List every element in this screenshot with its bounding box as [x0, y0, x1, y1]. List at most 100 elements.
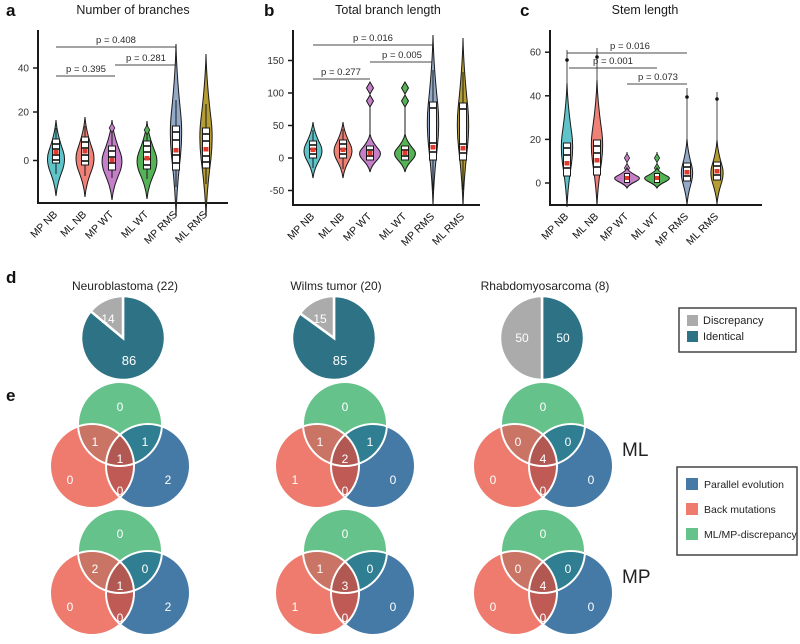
- pie-slice-discrepancy: [298, 294, 336, 341]
- svg-text:0: 0: [540, 527, 547, 541]
- panel-b-yticks: [288, 59, 293, 192]
- ytick: 0: [278, 154, 284, 165]
- median-marker: [684, 170, 690, 175]
- svg-text:0: 0: [390, 473, 397, 487]
- venn-mp-neuroblastoma: 0 2 0 1 0 0 2: [49, 508, 191, 636]
- legend-swatch-discrepancy: [687, 315, 698, 326]
- legend-label-identical: Identical: [703, 331, 744, 343]
- median-marker: [594, 158, 600, 163]
- pie-legend-box: [678, 307, 797, 353]
- median-marker: [402, 150, 408, 155]
- pie-value-identical: 86: [122, 353, 136, 368]
- venn-values: 0 1 0 3 1 0 0: [292, 527, 397, 625]
- median-marker: [144, 156, 150, 161]
- ytick: 0: [535, 179, 541, 190]
- svg-text:0: 0: [367, 562, 374, 576]
- svg-text:0: 0: [490, 473, 497, 487]
- legend-swatch-mlmp-discrepancy: [686, 528, 698, 540]
- violin-c-ml-nb: [591, 48, 602, 206]
- xtick: ML RMS: [173, 209, 210, 246]
- legend-label-parallel: Parallel evolution: [704, 479, 784, 491]
- venn-ml-neuroblastoma: 0 1 1 1 0 0 2: [49, 381, 191, 509]
- svg-text:1: 1: [117, 452, 124, 466]
- panel-c-axes: [549, 30, 762, 206]
- row-label-ml: ML: [622, 440, 648, 461]
- venn-values: 0 0 0 4 0 0 0: [490, 527, 595, 625]
- svg-text:0: 0: [67, 600, 74, 614]
- xtick: ML RMS: [430, 211, 467, 248]
- ytick: 20: [18, 108, 30, 119]
- panel-letter-b: b: [264, 1, 275, 20]
- svg-text:0: 0: [117, 611, 124, 625]
- median-marker: [109, 158, 115, 163]
- svg-text:3: 3: [342, 579, 349, 593]
- median-marker: [654, 176, 660, 180]
- panel-b-pvalue-labels: p = 0.016 p = 0.005 p = 0.277: [321, 33, 422, 78]
- venn-values: 0 2 0 1 0 0 2: [67, 527, 172, 625]
- pie-value-discrepancy: 50: [515, 331, 529, 345]
- legend-label-discrepancy: Discrepancy: [703, 315, 764, 327]
- violin-panel-c: Stem length 0 20 40 60 p = 0.016 p = 0.0…: [530, 3, 762, 249]
- panel-letter-c: c: [520, 1, 530, 20]
- ytick: -50: [270, 186, 285, 197]
- violin-a-ml-wt: [137, 121, 157, 199]
- outlier-dot: [715, 97, 719, 101]
- panel-b-axes: [292, 30, 480, 206]
- panel-letter-e: e: [6, 386, 16, 405]
- panel-letter-a: a: [6, 1, 16, 20]
- median-marker: [203, 147, 209, 152]
- venn-mp-wilms: 0 1 0 3 1 0 0: [274, 508, 416, 636]
- violin-c-mp-nb: [561, 50, 572, 207]
- pie-neuroblastoma: 86 14: [79, 294, 167, 382]
- row-label-mp: MP: [622, 567, 651, 588]
- svg-text:2: 2: [92, 562, 99, 576]
- outlier-dot: [595, 55, 599, 59]
- svg-text:0: 0: [342, 527, 349, 541]
- ytick: 60: [530, 48, 542, 59]
- p-value: p = 0.016: [353, 33, 393, 44]
- xtick: MP WT: [83, 208, 117, 242]
- svg-text:0: 0: [117, 527, 124, 541]
- panel-c-yticks: [545, 51, 550, 184]
- svg-text:0: 0: [342, 400, 349, 414]
- median-marker: [340, 147, 346, 152]
- violin-b-mp-rms: [427, 35, 438, 205]
- median-marker: [460, 146, 466, 151]
- panel-b-title: Total branch length: [335, 3, 441, 17]
- pie-title-rhabdomyosarcoma: Rhabdomyosarcoma (8): [481, 279, 610, 293]
- violin-c-mp-rms: [681, 88, 692, 205]
- median-marker: [624, 176, 630, 180]
- violin-a-ml-nb: [76, 117, 94, 197]
- venn-legend: Parallel evolution Back mutations ML/MP-…: [676, 466, 798, 556]
- violin-panel-a: Number of branches 0 20 40 p = 0.408 p =…: [18, 0, 260, 260]
- svg-text:4: 4: [540, 579, 547, 593]
- median-marker: [367, 151, 373, 156]
- xtick: MP WT: [598, 210, 632, 244]
- svg-text:1: 1: [317, 435, 324, 449]
- violin-b-ml-rms: [457, 38, 468, 206]
- ytick: 20: [530, 135, 542, 146]
- ytick: 50: [273, 121, 285, 132]
- violin-c-mp-wt: [615, 152, 640, 188]
- p-value: p = 0.073: [638, 72, 678, 83]
- venn-values: 0 0 0 4 0 0 0: [490, 400, 595, 498]
- svg-text:1: 1: [142, 435, 149, 449]
- panel-a-title: Number of branches: [76, 3, 189, 17]
- median-marker: [564, 161, 570, 166]
- legend-label-mlmp-discrepancy: ML/MP-discrepancy: [704, 529, 798, 541]
- xtick: MP NB: [285, 211, 317, 243]
- violin-b-ml-nb: [334, 122, 352, 178]
- violin-c-ml-wt: [645, 152, 670, 188]
- median-marker: [430, 145, 436, 150]
- panel-c-xtick-labels: MP NB ML NB MP WT ML WT MP RMS ML RMS: [539, 210, 721, 248]
- median-marker: [53, 150, 59, 155]
- svg-text:1: 1: [117, 579, 124, 593]
- venn-ml-rhabdomyosarcoma: 0 0 0 4 0 0 0: [472, 381, 614, 509]
- panel-a-pvalue-brackets: [56, 46, 176, 77]
- panel-c-pvalue-labels: p = 0.016 p = 0.001 p = 0.073: [593, 41, 678, 83]
- p-value: p = 0.277: [321, 67, 361, 78]
- pie-slice-discrepancy: [498, 294, 544, 382]
- legend-swatch-parallel: [686, 478, 698, 490]
- svg-text:1: 1: [92, 435, 99, 449]
- median-marker: [714, 169, 720, 174]
